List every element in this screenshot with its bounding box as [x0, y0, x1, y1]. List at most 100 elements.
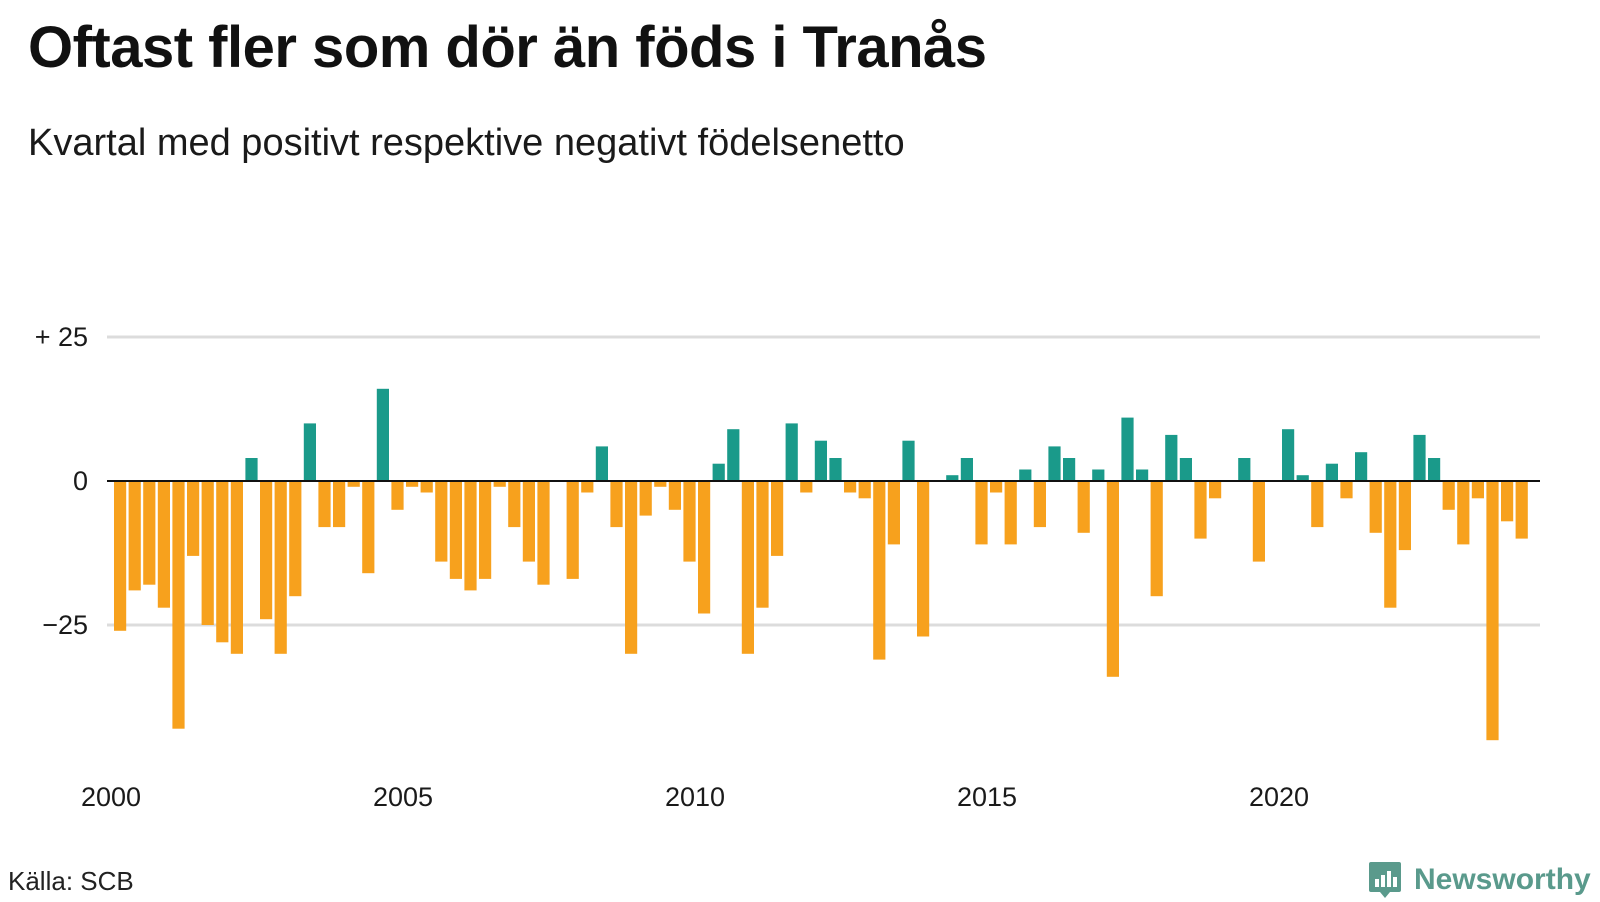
bar	[712, 463, 725, 481]
bar	[1121, 417, 1134, 481]
bar	[1457, 481, 1470, 545]
bar	[990, 481, 1003, 493]
bar	[917, 481, 930, 637]
bar	[114, 481, 127, 631]
bar	[333, 481, 346, 528]
bar	[1209, 481, 1222, 499]
bar	[1194, 481, 1207, 539]
bar	[1165, 434, 1178, 481]
bar	[522, 481, 535, 562]
bar	[1077, 481, 1090, 533]
bar	[260, 481, 273, 620]
bar	[610, 481, 623, 528]
bar	[1311, 481, 1324, 528]
bar	[829, 458, 842, 481]
newsworthy-logo-icon	[1369, 862, 1401, 898]
bar	[1092, 469, 1105, 481]
bar	[406, 481, 419, 487]
bar	[698, 481, 711, 614]
y-tick-label: −25	[42, 610, 88, 640]
bar	[479, 481, 492, 579]
bar	[420, 481, 433, 493]
x-tick-label: 2015	[957, 782, 1017, 812]
bar	[449, 481, 462, 579]
bar	[1063, 458, 1076, 481]
bar	[157, 481, 170, 608]
bar	[376, 388, 389, 481]
bar	[1238, 458, 1251, 481]
bar	[1106, 481, 1119, 677]
bar	[1486, 481, 1499, 741]
brand-name: Newsworthy	[1414, 863, 1591, 896]
bar	[1136, 469, 1149, 481]
bar	[1325, 463, 1338, 481]
bar	[771, 481, 784, 556]
bar	[887, 481, 900, 545]
bar	[128, 481, 141, 591]
bar	[1471, 481, 1484, 499]
bar	[318, 481, 331, 528]
bar	[537, 481, 550, 585]
bar	[1179, 458, 1192, 481]
bar	[216, 481, 229, 643]
y-tick-label: 0	[73, 466, 88, 496]
bar	[464, 481, 477, 591]
bar	[493, 481, 506, 487]
bar	[683, 481, 696, 562]
bar	[1413, 434, 1426, 481]
y-tick-label: + 25	[35, 322, 88, 352]
bar	[975, 481, 988, 545]
chart-title: Oftast fler som dör än föds i Tranås	[28, 15, 987, 80]
bar	[435, 481, 448, 562]
bar	[508, 481, 521, 528]
bar	[625, 481, 638, 654]
bar	[245, 458, 258, 481]
bar	[1398, 481, 1411, 551]
x-tick-label: 2020	[1249, 782, 1309, 812]
gridlines	[107, 335, 1540, 627]
bar	[230, 481, 243, 654]
bar	[960, 458, 973, 481]
bar	[654, 481, 667, 487]
chart-subtitle: Kvartal med positivt respektive negativt…	[28, 122, 905, 164]
bar	[814, 440, 827, 481]
bar	[902, 440, 915, 481]
bar	[873, 481, 886, 660]
bar	[844, 481, 857, 493]
bar	[566, 481, 579, 579]
bar	[946, 475, 959, 481]
bar	[347, 481, 360, 487]
source-note: Källa: SCB	[8, 866, 134, 896]
bar	[800, 481, 813, 493]
bar	[1282, 429, 1295, 481]
bar	[1355, 452, 1368, 481]
bar	[303, 423, 316, 481]
brand-logo: Newsworthy	[1368, 858, 1591, 902]
bar	[1296, 475, 1309, 481]
bar	[1004, 481, 1017, 545]
bar	[785, 423, 798, 481]
bar	[1150, 481, 1163, 597]
bar	[1369, 481, 1382, 533]
bar	[172, 481, 185, 729]
bar	[201, 481, 214, 625]
bars	[114, 388, 1528, 741]
bar	[595, 446, 608, 481]
bar	[727, 429, 740, 481]
bar	[639, 481, 652, 516]
x-tick-label: 2000	[81, 782, 141, 812]
bar	[391, 481, 404, 510]
bar	[274, 481, 287, 654]
bar	[362, 481, 375, 574]
bar	[756, 481, 769, 608]
bar	[1384, 481, 1397, 608]
bar	[1428, 458, 1441, 481]
y-axis-labels: + 25 0 −25	[35, 322, 88, 640]
x-axis-labels: 2000 2005 2010 2015 2020	[81, 782, 1309, 812]
bar	[1019, 469, 1032, 481]
bar	[1501, 481, 1514, 522]
bar	[187, 481, 200, 556]
bar	[143, 481, 156, 585]
bar	[1442, 481, 1455, 510]
